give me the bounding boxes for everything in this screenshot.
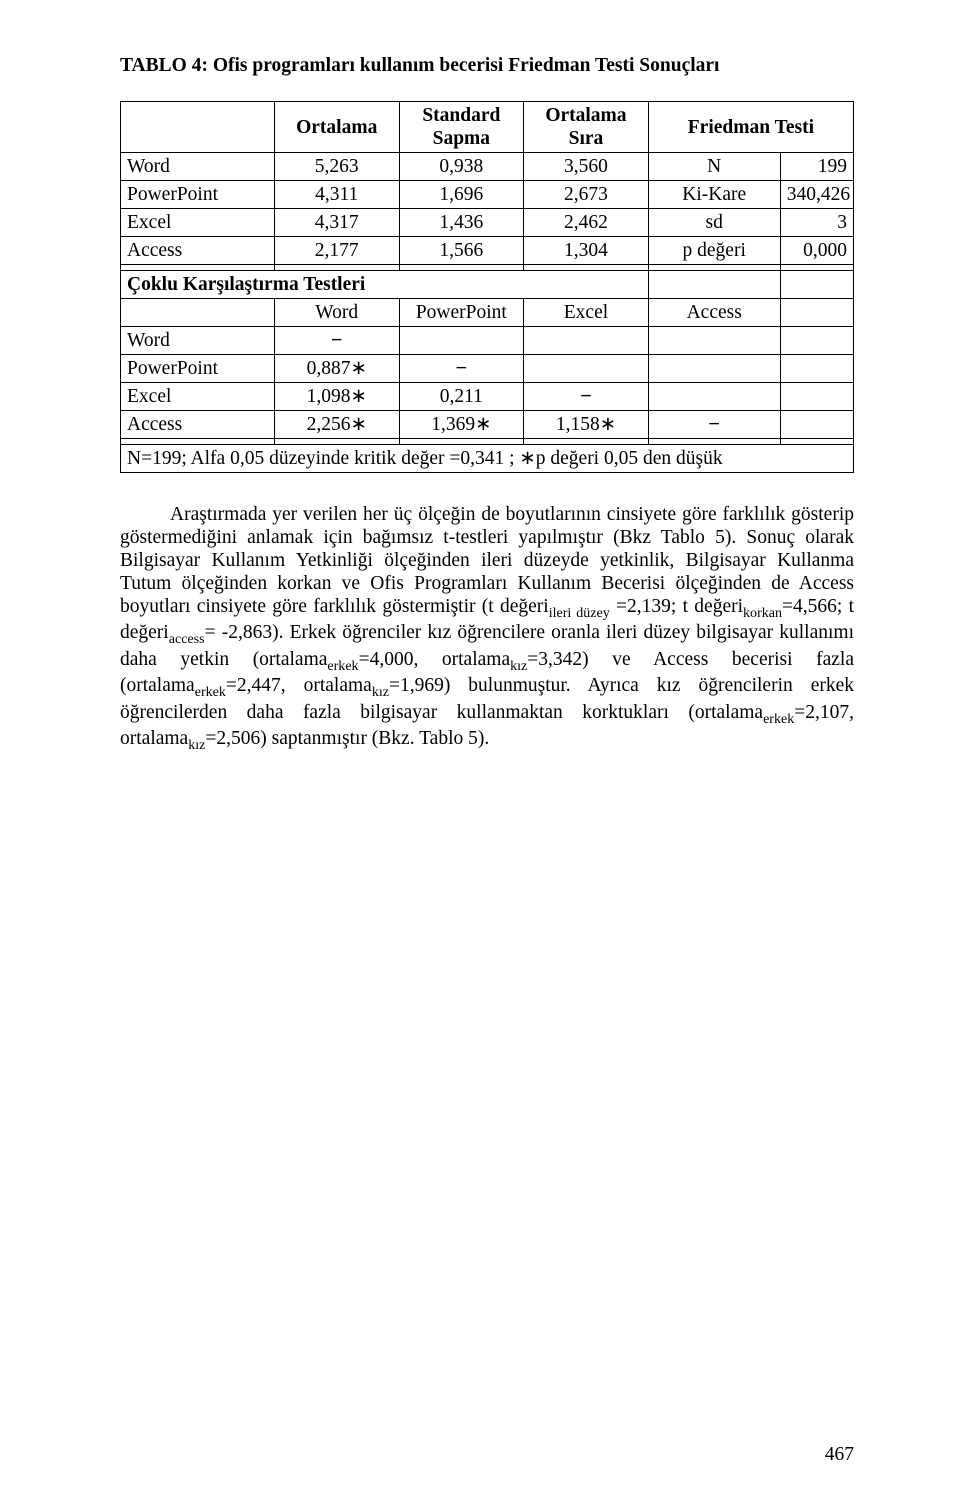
cell-sd: 1,436 [399,209,524,237]
cell-sd: 0,938 [399,153,524,181]
section2-title: Çoklu Karşılaştırma Testleri [121,271,649,299]
cell-sd: 1,566 [399,237,524,265]
table-row: Word 5,263 0,938 3,560 N 199 [121,153,854,181]
page-number: 467 [825,1443,854,1466]
subscript: erkek [763,711,794,727]
para-text: =2,139; t değeri [610,596,743,617]
stat-val: 0,000 [780,237,853,265]
subscript: erkek [195,684,226,700]
table-row: Excel 1,098∗ 0,211 − [121,383,854,411]
cell: − [399,355,524,383]
cell-rank: 2,673 [524,181,649,209]
subscript: kız [372,684,389,700]
cell-sd: 1,696 [399,181,524,209]
subscript: ileri düzey [549,605,610,621]
cell-rank: 3,560 [524,153,649,181]
header-rank: Ortalama Sıra [524,102,649,153]
stat-label: p değeri [648,237,780,265]
cell [524,327,649,355]
subscript: access [169,631,205,647]
stat-val: 3 [780,209,853,237]
cell-mean: 5,263 [274,153,399,181]
stat-val: 340,426 [780,181,853,209]
table-row: Excel 4,317 1,436 2,462 sd 3 [121,209,854,237]
s2-head-excel: Excel [524,299,649,327]
cell [648,327,780,355]
cell: 1,369∗ [399,411,524,439]
cell-mean: 4,317 [274,209,399,237]
s2-head-word: Word [274,299,399,327]
row-label: PowerPoint [121,181,275,209]
cell [399,327,524,355]
cell: 1,158∗ [524,411,649,439]
cell-empty [780,327,853,355]
stat-label: sd [648,209,780,237]
cell [524,355,649,383]
cell-mean: 2,177 [274,237,399,265]
table-title: TABLO 4: Ofis programları kullanım becer… [120,54,854,77]
header-empty [121,102,275,153]
stat-label: Ki-Kare [648,181,780,209]
table-row: Access 2,177 1,566 1,304 p değeri 0,000 [121,237,854,265]
stat-label: N [648,153,780,181]
footnote: N=199; Alfa 0,05 düzeyinde kritik değer … [121,445,854,473]
cell-rank: 2,462 [524,209,649,237]
cell: 2,256∗ [274,411,399,439]
table-row: PowerPoint 0,887∗ − [121,355,854,383]
para-text: =2,506) saptanmıştır (Bkz. Tablo 5). [205,728,489,749]
row-label: Excel [121,209,275,237]
cell: 1,098∗ [274,383,399,411]
cell: − [524,383,649,411]
body-paragraph: Araştırmada yer verilen her üç ölçeğin d… [120,503,854,754]
s2-head-pp: PowerPoint [399,299,524,327]
page-container: TABLO 4: Ofis programları kullanım becer… [0,0,960,1512]
header-sd: Standard Sapma [399,102,524,153]
table-header-row: Ortalama Standard Sapma Ortalama Sıra Fr… [121,102,854,153]
para-text: =4,000, ortalama [359,649,511,670]
s2-head-empty [780,299,853,327]
para-text: =2,447, ortalama [226,675,372,696]
section2-header-row: Word PowerPoint Excel Access [121,299,854,327]
friedman-table: Ortalama Standard Sapma Ortalama Sıra Fr… [120,101,854,473]
cell: − [274,327,399,355]
stat-val: 199 [780,153,853,181]
footnote-row: N=199; Alfa 0,05 düzeyinde kritik değer … [121,445,854,473]
row-label: Excel [121,383,275,411]
subscript: erkek [327,658,358,674]
header-empty [121,299,275,327]
para-text: Araştırmada yer verilen her üç ölçeğin d… [120,504,854,617]
row-label: Access [121,411,275,439]
cell: 0,211 [399,383,524,411]
table-row: PowerPoint 4,311 1,696 2,673 Ki-Kare 340… [121,181,854,209]
table-row: Word − [121,327,854,355]
cell-mean: 4,311 [274,181,399,209]
row-label: Word [121,153,275,181]
subscript: kız [510,658,527,674]
header-mean: Ortalama [274,102,399,153]
cell [648,383,780,411]
row-label: Access [121,237,275,265]
table-row: Access 2,256∗ 1,369∗ 1,158∗ − [121,411,854,439]
cell-empty [780,383,853,411]
row-label: Word [121,327,275,355]
cell-rank: 1,304 [524,237,649,265]
section2-title-row: Çoklu Karşılaştırma Testleri [121,271,854,299]
cell: − [648,411,780,439]
cell: 0,887∗ [274,355,399,383]
subscript: kız [188,737,205,753]
cell-empty [780,355,853,383]
cell [648,355,780,383]
cell-empty [780,411,853,439]
header-friedman: Friedman Testi [648,102,853,153]
row-label: PowerPoint [121,355,275,383]
s2-head-access: Access [648,299,780,327]
subscript: korkan [743,605,782,621]
